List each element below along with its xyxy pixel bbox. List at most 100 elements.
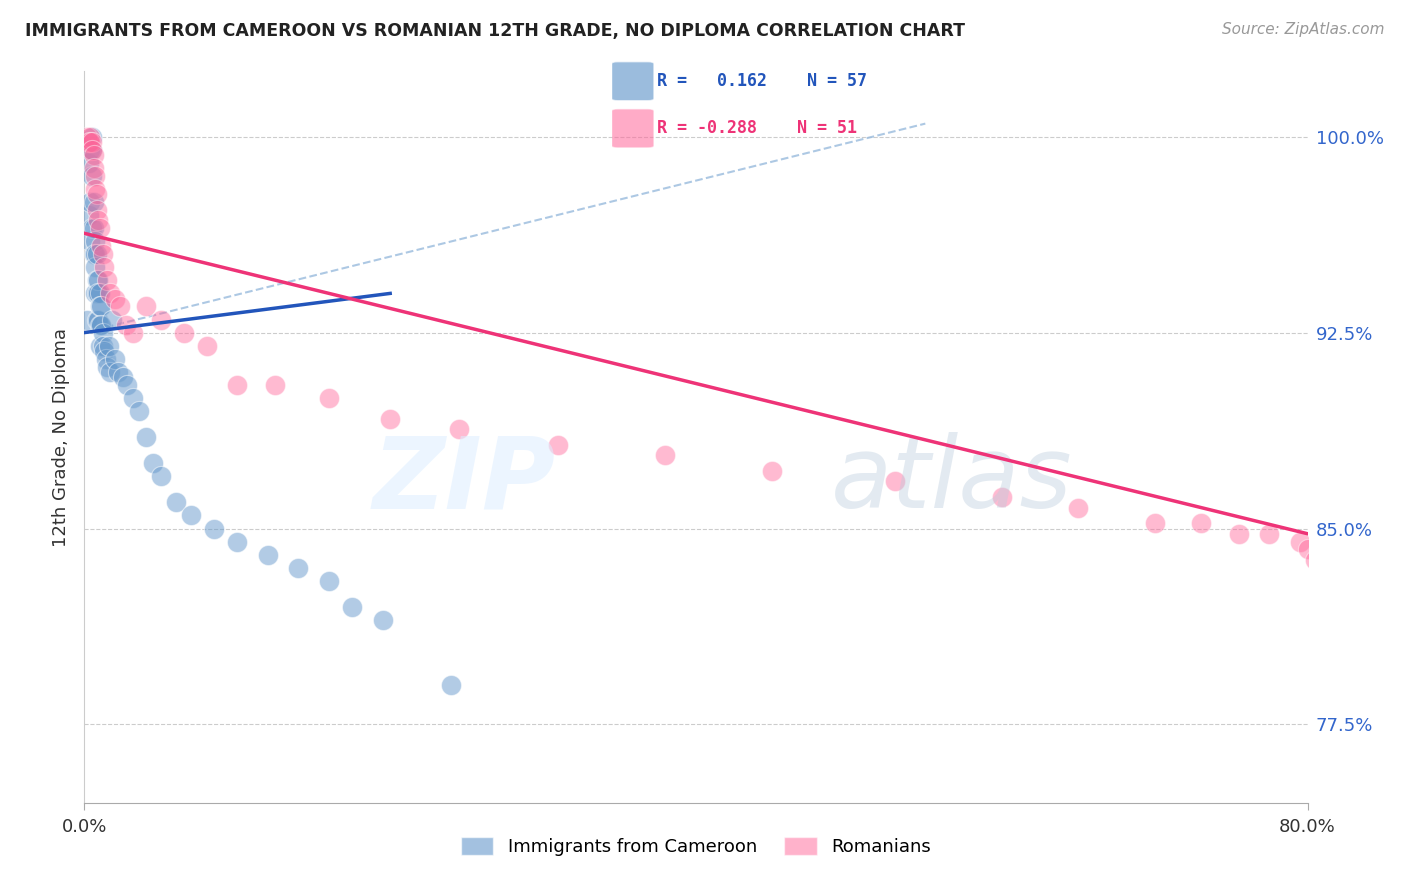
Point [86, 202, 108, 217]
Point [128, 404, 150, 418]
Point [83, 194, 105, 209]
Point [91, 326, 114, 340]
Point [80, 169, 103, 183]
Point [79, 234, 101, 248]
Point [447, 422, 470, 436]
FancyBboxPatch shape [612, 109, 654, 148]
Point [547, 438, 569, 452]
Point [1350, 731, 1372, 745]
Point [1067, 500, 1090, 515]
FancyBboxPatch shape [612, 62, 654, 101]
Point [86, 247, 108, 261]
Point [149, 312, 172, 326]
Point [108, 300, 131, 314]
Text: ZIP: ZIP [373, 433, 555, 530]
Point [1143, 516, 1166, 531]
Point [79, 129, 101, 144]
Point [83, 221, 105, 235]
Point [1319, 568, 1341, 582]
Point [89, 221, 111, 235]
Point [226, 534, 249, 549]
Point [77, 208, 100, 222]
Point [97, 338, 120, 352]
Point [165, 495, 187, 509]
Point [91, 338, 114, 352]
Point [991, 490, 1014, 504]
Point [98, 365, 121, 379]
Point [87, 213, 110, 227]
Point [77, 155, 100, 169]
Point [93, 343, 115, 358]
Point [1227, 526, 1250, 541]
Point [104, 292, 127, 306]
Point [89, 300, 111, 314]
Point [93, 260, 115, 275]
Point [77, 135, 100, 149]
Point [1343, 704, 1365, 718]
Point [86, 187, 108, 202]
Point [89, 318, 111, 332]
Point [80, 143, 103, 157]
Point [1258, 526, 1281, 541]
Point [87, 312, 110, 326]
Point [114, 318, 136, 332]
Point [84, 286, 107, 301]
Point [90, 318, 112, 332]
Point [122, 326, 145, 340]
Point [173, 326, 195, 340]
Point [380, 411, 402, 425]
Text: Source: ZipAtlas.com: Source: ZipAtlas.com [1222, 22, 1385, 37]
Point [318, 574, 340, 588]
Point [86, 312, 108, 326]
Point [90, 239, 112, 253]
Point [83, 148, 105, 162]
Point [122, 391, 145, 405]
Point [1327, 574, 1350, 588]
Point [80, 143, 103, 157]
Point [94, 351, 117, 366]
Point [91, 247, 114, 261]
Point [135, 300, 157, 314]
Point [287, 560, 309, 574]
Point [107, 365, 129, 379]
Point [76, 129, 98, 144]
Point [76, 312, 98, 326]
Point [84, 182, 107, 196]
Point [1334, 579, 1357, 593]
Point [202, 521, 225, 535]
Point [84, 247, 107, 261]
Point [226, 377, 249, 392]
Point [340, 599, 363, 614]
Point [84, 169, 107, 183]
Point [883, 475, 905, 489]
Point [440, 678, 463, 692]
Point [1189, 516, 1212, 531]
Point [83, 161, 105, 175]
Point [1312, 560, 1334, 574]
Point [180, 508, 202, 523]
Point [142, 456, 165, 470]
Point [318, 391, 340, 405]
Point [371, 613, 394, 627]
Point [83, 247, 105, 261]
Text: IMMIGRANTS FROM CAMEROON VS ROMANIAN 12TH GRADE, NO DIPLOMA CORRELATION CHART: IMMIGRANTS FROM CAMEROON VS ROMANIAN 12T… [25, 22, 966, 40]
Point [104, 351, 127, 366]
Point [84, 234, 107, 248]
Point [86, 273, 108, 287]
Point [80, 221, 103, 235]
Point [96, 359, 118, 374]
Point [149, 469, 172, 483]
Point [101, 312, 124, 326]
Text: atlas: atlas [831, 433, 1073, 530]
Point [111, 370, 134, 384]
Point [80, 129, 103, 144]
Point [264, 377, 287, 392]
Point [1296, 542, 1319, 557]
Point [195, 338, 218, 352]
Point [87, 273, 110, 287]
Point [80, 135, 103, 149]
Point [96, 273, 118, 287]
Point [89, 286, 111, 301]
Point [257, 548, 280, 562]
Y-axis label: 12th Grade, No Diploma: 12th Grade, No Diploma [52, 327, 70, 547]
